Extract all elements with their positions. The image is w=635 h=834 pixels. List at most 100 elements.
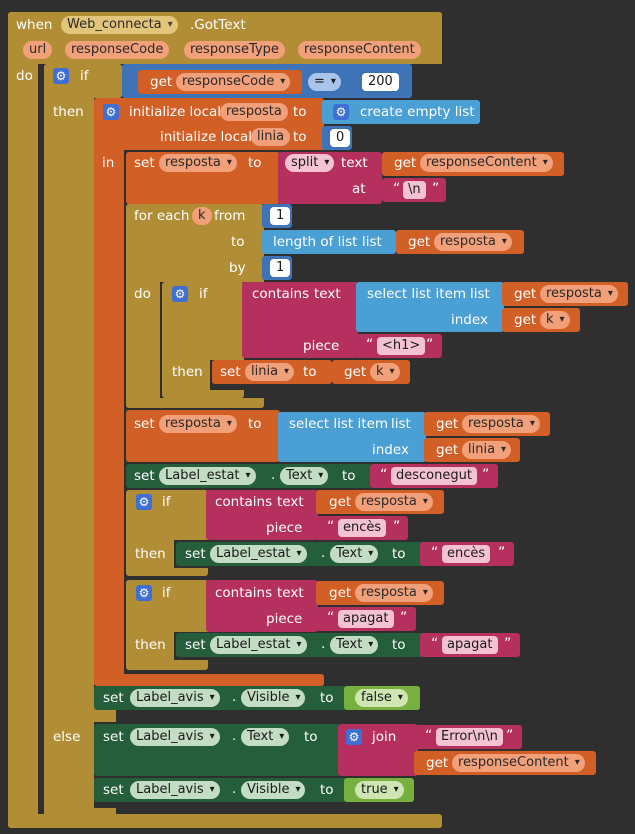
- string-value[interactable]: \n: [403, 181, 426, 199]
- contains-block[interactable]: [206, 490, 318, 540]
- component-dropdown[interactable]: Label_avis: [130, 689, 220, 707]
- quote-close: ”: [400, 610, 408, 626]
- contains-label: contains: [215, 585, 273, 601]
- operator-dropdown[interactable]: =: [308, 73, 341, 91]
- quote-open: “: [393, 181, 401, 197]
- number-value-by[interactable]: 1: [270, 259, 291, 277]
- property-dropdown[interactable]: Text: [330, 545, 379, 563]
- if-label: if: [162, 494, 171, 510]
- quote-open: “: [366, 337, 374, 353]
- gear-icon[interactable]: ⚙: [136, 494, 152, 510]
- var-dropdown[interactable]: resposta: [159, 415, 237, 433]
- split-dropdown[interactable]: split: [285, 154, 335, 172]
- local-var-resposta[interactable]: resposta: [220, 103, 288, 121]
- component-dropdown[interactable]: Label_estat: [159, 467, 256, 485]
- number-value-0[interactable]: 0: [330, 129, 351, 147]
- gear-icon[interactable]: ⚙: [103, 104, 119, 120]
- property-dropdown[interactable]: Text: [241, 728, 290, 746]
- get-label: get: [329, 494, 352, 510]
- number-value-200[interactable]: 200: [362, 73, 399, 91]
- contains-block[interactable]: [242, 282, 358, 358]
- param-responseCode[interactable]: responseCode: [65, 41, 170, 59]
- to-label: to: [320, 782, 334, 798]
- var-dropdown[interactable]: resposta: [355, 584, 433, 602]
- gear-icon[interactable]: ⚙: [346, 729, 362, 745]
- var-dropdown[interactable]: resposta: [355, 493, 433, 511]
- set-label: set: [134, 416, 155, 432]
- to-label: to: [304, 729, 318, 745]
- component-dropdown[interactable]: Web_connecta: [61, 16, 178, 34]
- set-label: set: [220, 364, 241, 380]
- quote-open: “: [425, 728, 433, 744]
- component-dropdown[interactable]: Label_estat: [210, 636, 307, 654]
- text-label: text: [277, 585, 304, 601]
- var-dropdown[interactable]: responseCode: [176, 73, 291, 91]
- dot-separator: .: [271, 467, 276, 483]
- gear-icon[interactable]: ⚙: [53, 68, 69, 84]
- number-value-from[interactable]: 1: [270, 207, 291, 225]
- in-label: in: [102, 155, 115, 171]
- set-label: set: [103, 782, 124, 798]
- select-list-item-label: select list item: [367, 286, 467, 302]
- set-label: set: [103, 690, 124, 706]
- length-of-list-block[interactable]: [262, 230, 396, 254]
- text-label: text: [314, 286, 341, 302]
- boolean-dropdown[interactable]: true: [355, 781, 404, 799]
- boolean-dropdown[interactable]: false: [355, 689, 408, 707]
- list-label: list: [362, 234, 382, 250]
- string-value[interactable]: Error\n\n: [436, 728, 503, 746]
- get-label: get: [329, 585, 352, 601]
- set-label: set: [103, 729, 124, 745]
- component-dropdown[interactable]: Label_estat: [210, 545, 307, 563]
- to-label: to: [303, 364, 317, 380]
- local-var-linia[interactable]: linia: [251, 128, 291, 146]
- to-label: to: [248, 155, 262, 171]
- for-each-footer: [126, 398, 264, 408]
- get-label: get: [408, 234, 431, 250]
- component-dropdown[interactable]: Label_avis: [130, 728, 220, 746]
- var-dropdown[interactable]: resposta: [159, 154, 237, 172]
- length-of-list-label: length of list: [273, 234, 358, 250]
- get-label: get: [394, 155, 417, 171]
- for-each-var-k[interactable]: k: [192, 207, 212, 225]
- contains-label: contains: [215, 494, 273, 510]
- string-value[interactable]: apagat: [338, 610, 394, 628]
- var-dropdown[interactable]: resposta: [540, 285, 618, 303]
- var-dropdown[interactable]: linia: [462, 441, 512, 459]
- param-responseType[interactable]: responseType: [184, 41, 285, 59]
- param-url[interactable]: url: [23, 41, 53, 59]
- text-label: text: [341, 155, 368, 171]
- string-value[interactable]: encès: [338, 519, 387, 537]
- param-responseContent[interactable]: responseContent: [298, 41, 421, 59]
- var-dropdown[interactable]: responseContent: [452, 754, 585, 772]
- contains-block[interactable]: [206, 580, 318, 632]
- gear-icon[interactable]: ⚙: [333, 104, 349, 120]
- property-dropdown[interactable]: Text: [330, 636, 379, 654]
- var-dropdown[interactable]: linia: [245, 363, 295, 381]
- var-dropdown[interactable]: k: [540, 311, 570, 329]
- when-label: when: [16, 17, 53, 33]
- gear-icon[interactable]: ⚙: [172, 286, 188, 302]
- var-dropdown[interactable]: k: [370, 363, 400, 381]
- then-label: then: [135, 637, 166, 653]
- string-value[interactable]: desconegut: [391, 467, 477, 485]
- event-footer: [8, 814, 442, 828]
- select-list-item-block[interactable]: [278, 412, 426, 462]
- do-label: do: [134, 286, 151, 302]
- select-list-item-block[interactable]: [356, 282, 504, 332]
- property-dropdown[interactable]: Visible: [241, 781, 306, 799]
- quote-close: ”: [482, 467, 490, 483]
- property-dropdown[interactable]: Visible: [241, 689, 306, 707]
- init-local-label: initialize local: [129, 104, 222, 120]
- string-value[interactable]: encès: [442, 545, 491, 563]
- var-dropdown[interactable]: responseContent: [420, 154, 553, 172]
- string-value[interactable]: <h1>: [377, 337, 426, 355]
- string-value[interactable]: apagat: [442, 636, 498, 654]
- quote-open: “: [431, 545, 439, 561]
- property-dropdown[interactable]: Text: [280, 467, 329, 485]
- component-dropdown[interactable]: Label_avis: [130, 781, 220, 799]
- var-dropdown[interactable]: resposta: [462, 415, 540, 433]
- gear-icon[interactable]: ⚙: [136, 585, 152, 601]
- get-label: get: [436, 416, 459, 432]
- var-dropdown[interactable]: resposta: [434, 233, 512, 251]
